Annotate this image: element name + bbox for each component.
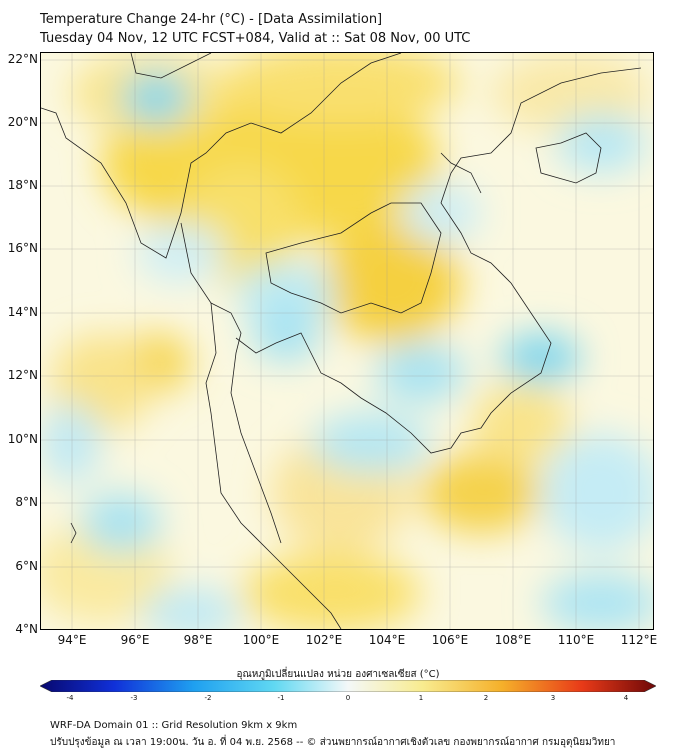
lat-label-22n: 22°N: [7, 52, 38, 66]
colorbar-tick: 0: [345, 694, 351, 702]
lon-label-106e: 106°E: [431, 633, 469, 647]
colorbar-tick: 2: [483, 694, 489, 702]
lon-label-96e: 96°E: [120, 633, 150, 647]
colorbar-tick: -4: [66, 694, 74, 702]
lon-label-98e: 98°E: [183, 633, 213, 647]
lat-label-12n: 12°N: [7, 368, 38, 382]
lat-label-20n: 20°N: [7, 115, 38, 129]
colorbar: [40, 680, 656, 692]
lon-label-104e: 104°E: [368, 633, 406, 647]
colorbar-tick: 4: [623, 694, 629, 702]
lon-label-100e: 100°E: [242, 633, 280, 647]
graticule: [41, 53, 653, 629]
lat-label-16n: 16°N: [7, 241, 38, 255]
lat-label-10n: 10°N: [7, 432, 38, 446]
map-canvas: [41, 53, 653, 629]
lon-label-112e: 112°E: [620, 633, 658, 647]
footer-credit: ปรับปรุงข้อมูล ณ เวลา 19:00น. วัน อ. ที่…: [50, 737, 616, 748]
colorbar-tick: -3: [130, 694, 138, 702]
footer-domain-info: WRF-DA Domain 01 :: Grid Resolution 9km …: [50, 720, 298, 731]
colorbar-title: อุณหภูมิเปลี่ยนแปลง หน่วย องศาเซลเซียส (…: [236, 669, 440, 680]
lon-label-94e: 94°E: [57, 633, 87, 647]
colorbar-tick: -2: [204, 694, 212, 702]
lat-label-4n: 4°N: [15, 622, 38, 636]
map-subtitle: Tuesday 04 Nov, 12 UTC FCST+084, Valid a…: [40, 31, 471, 46]
lat-label-8n: 8°N: [15, 495, 38, 509]
temperature-field: [41, 53, 653, 629]
lon-label-110e: 110°E: [557, 633, 595, 647]
lat-label-18n: 18°N: [7, 178, 38, 192]
colorbar-tick: 3: [550, 694, 556, 702]
map-title: Temperature Change 24-hr (°C) - [Data As…: [40, 12, 383, 27]
lat-label-6n: 6°N: [15, 559, 38, 573]
temperature-change-map: [40, 52, 654, 630]
lon-label-108e: 108°E: [494, 633, 532, 647]
colorbar-tick: 1: [418, 694, 424, 702]
lon-label-102e: 102°E: [305, 633, 343, 647]
coastlines: [41, 53, 642, 629]
colorbar-tick: -1: [277, 694, 285, 702]
lat-label-14n: 14°N: [7, 305, 38, 319]
